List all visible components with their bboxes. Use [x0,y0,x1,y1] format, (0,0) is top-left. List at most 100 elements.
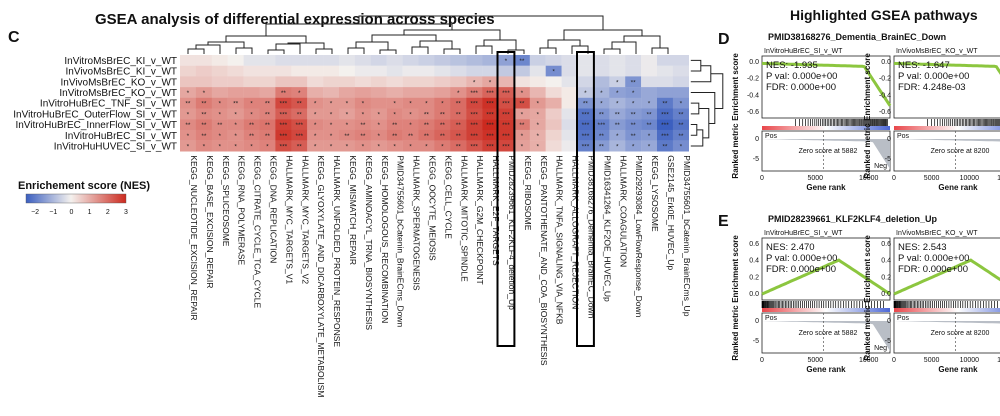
significance-mark: ** [519,122,525,129]
subplot-label: InVivoMsBrEC_KO_v_WT [896,48,978,55]
rank-area [894,139,1000,142]
heatmap-cell [593,119,610,131]
heatmap-cell [259,65,276,77]
heatmap-cell [609,140,626,152]
dendrogram-branch [358,15,604,30]
heatmap-cell [561,119,578,131]
heatmap-cell [625,55,642,66]
heatmap-cell [513,140,530,152]
heatmap-cell [275,108,292,120]
heatmap-cell [418,65,435,77]
y-tick: -0.4 [747,92,759,99]
heatmap-cell [577,55,594,66]
heatmap-cell [657,140,674,152]
heatmap-column-label: KEGG_SPLICEOSOME [221,155,231,246]
heatmap-cell [593,108,610,120]
heatmap-cell [386,87,403,98]
legend-tick: 3 [124,209,128,216]
significance-mark: * [600,90,603,97]
heatmap-column-label: GSE2145_Erk0E_HUVEC_Up [666,155,676,270]
significance-mark: * [616,101,619,108]
heatmap-cell [672,97,689,109]
heatmap-cell [529,129,546,141]
significance-mark: ** [662,143,668,150]
heatmap-cell [307,97,324,109]
neg-label: Neg [874,345,887,352]
heatmap-cell [498,119,515,131]
significance-mark: *** [280,101,288,108]
row-dendrogram [690,59,724,147]
heatmap-cell [513,129,530,141]
heatmap-cell [275,140,292,152]
significance-mark: * [584,90,587,97]
heatmap-cell [243,55,260,66]
significance-mark: ** [344,133,350,140]
heatmap-cell [672,87,689,98]
highlight-boxes [496,51,595,347]
significance-mark: *** [470,133,478,140]
significance-mark: ** [631,133,637,140]
heatmap-cell [577,65,594,77]
significance-mark: * [218,111,221,118]
heatmap-cell [529,65,546,77]
significance-mark: * [377,122,380,129]
heatmap-cell [609,65,626,77]
significance-mark: ** [281,90,287,97]
significance-mark: * [314,101,317,108]
heatmap-cell [323,87,340,98]
significance-mark: ** [678,133,684,140]
heatmap-column-label: KEGG_RNA_POLYMERASE [237,155,247,265]
heatmap-cell [386,129,403,141]
heatmap-cell [211,76,228,88]
pos-label: Pos [765,315,778,322]
column-dendrogram [187,15,669,54]
heatmap-row-label: InVitroHuBrEC_SI_v_WT [65,131,177,142]
heatmap-cell [291,97,308,109]
significance-mark: *** [486,111,494,118]
heatmap-cell [672,55,689,66]
heatmap-cell [323,140,340,152]
significance-mark: * [632,101,635,108]
panel-label-c: C [8,29,20,46]
heatmap-cell [561,108,578,120]
significance-mark: ** [599,111,605,118]
y-tick: -5 [885,156,891,163]
heatmap-cell [498,87,515,98]
heatmap-cell [370,119,387,131]
panel-d-title: PMID38168276_Dementia_BrainEC_Down [768,32,946,42]
heatmap-cell [180,76,197,88]
heatmap-cell [275,129,292,141]
heatmap-cell [370,140,387,152]
y-tick: 0.2 [749,274,759,281]
heatmap-column-label: HALLMARK_MYC_TARGETS_V1 [284,155,294,284]
significance-mark: * [409,111,412,118]
heatmap-cell [275,76,292,88]
heatmap-cell [370,108,387,120]
dendrogram-branch [710,73,724,109]
significance-mark: ** [456,143,462,150]
significance-mark: *** [661,111,669,118]
significance-mark: * [234,122,237,129]
heatmap-cell [434,140,451,152]
significance-mark: * [521,90,524,97]
es-ylabel: Enrichment score [863,235,872,303]
heatmap-column-label: HALLMARK_MYC_TARGETS_V2 [300,155,310,284]
heatmap-cell [450,55,467,66]
heatmap-cell [450,129,467,141]
heatmap-cell [370,87,387,98]
heatmap-cell [227,76,244,88]
heatmap-cell [513,97,530,109]
es-ylabel: Enrichment score [863,53,872,121]
rm-ylabel: Ranked metric [863,123,872,179]
heatmap-column-label: KEGG_HOMOLOGOUS_RECOMBINATION [380,155,390,323]
es-stat: P val: 0.000e+00 [766,253,837,264]
significance-mark: * [346,122,349,129]
heatmap-cell [195,97,212,109]
significance-mark: *** [280,143,288,150]
significance-mark: * [218,101,221,108]
heatmap-cell [354,108,371,120]
y-tick: -0.6 [879,109,891,116]
heatmap-cell [227,119,244,131]
significance-mark: * [203,143,206,150]
heatmap-cell [513,87,530,98]
